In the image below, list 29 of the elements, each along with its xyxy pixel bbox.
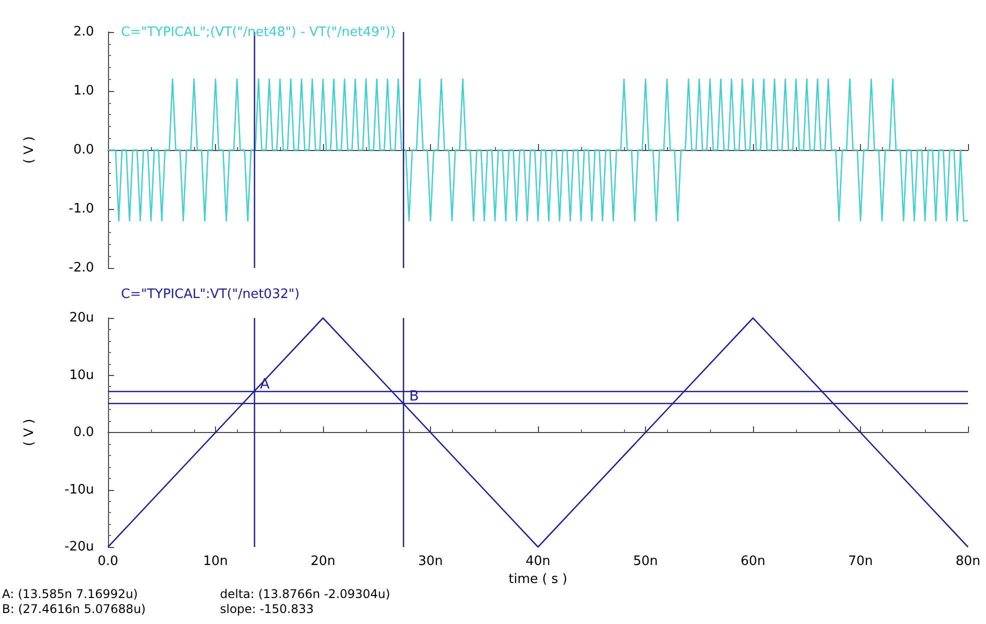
y-tick-label: 2.0 <box>73 24 94 40</box>
text: B: (27.4616n 5.07688u) <box>2 602 146 616</box>
chart-title: C="TYPICAL":VT("/net032") <box>121 287 300 302</box>
y-axis-title: ( V ) <box>22 136 37 164</box>
y-tick-label: 10u <box>69 368 94 383</box>
x-tick-label: 20n <box>310 554 336 569</box>
y-tick-label: 1.0 <box>73 84 94 98</box>
y-tick-label: -20u <box>64 540 94 554</box>
x-tick-label: 80n <box>956 554 980 569</box>
y-tick-label: 0.0 <box>73 425 94 440</box>
x-tick-label: 0.0 <box>98 554 118 569</box>
x-tick-label: 10n <box>203 554 228 569</box>
y-tick-label: 0.0 <box>73 142 94 158</box>
text: A: (13.585n 7.16992u) <box>2 587 138 601</box>
chart-title: C="TYPICAL";(VT("/net48") - VT("/net49")) <box>121 25 396 40</box>
x-tick-label: 50n <box>633 554 658 569</box>
y-tick-label: -1.0 <box>68 202 94 216</box>
x-tick-label: 60n <box>740 554 766 569</box>
y-tick-label: -10u <box>64 482 94 498</box>
annotation: B <box>409 388 419 404</box>
x-axis-title: time ( s ) <box>508 572 568 587</box>
y-tick-label: 20u <box>69 310 94 326</box>
y-tick-label: -2.0 <box>68 260 94 276</box>
y-axis-title: ( V ) <box>22 418 37 446</box>
x-tick-label: 70n <box>848 554 873 569</box>
x-tick-label: 40n <box>526 554 550 569</box>
text: delta: (13.8766n -2.09304u) <box>220 587 390 601</box>
x-tick-label: 30n <box>418 554 443 569</box>
text: slope: -150.833 <box>220 602 314 616</box>
